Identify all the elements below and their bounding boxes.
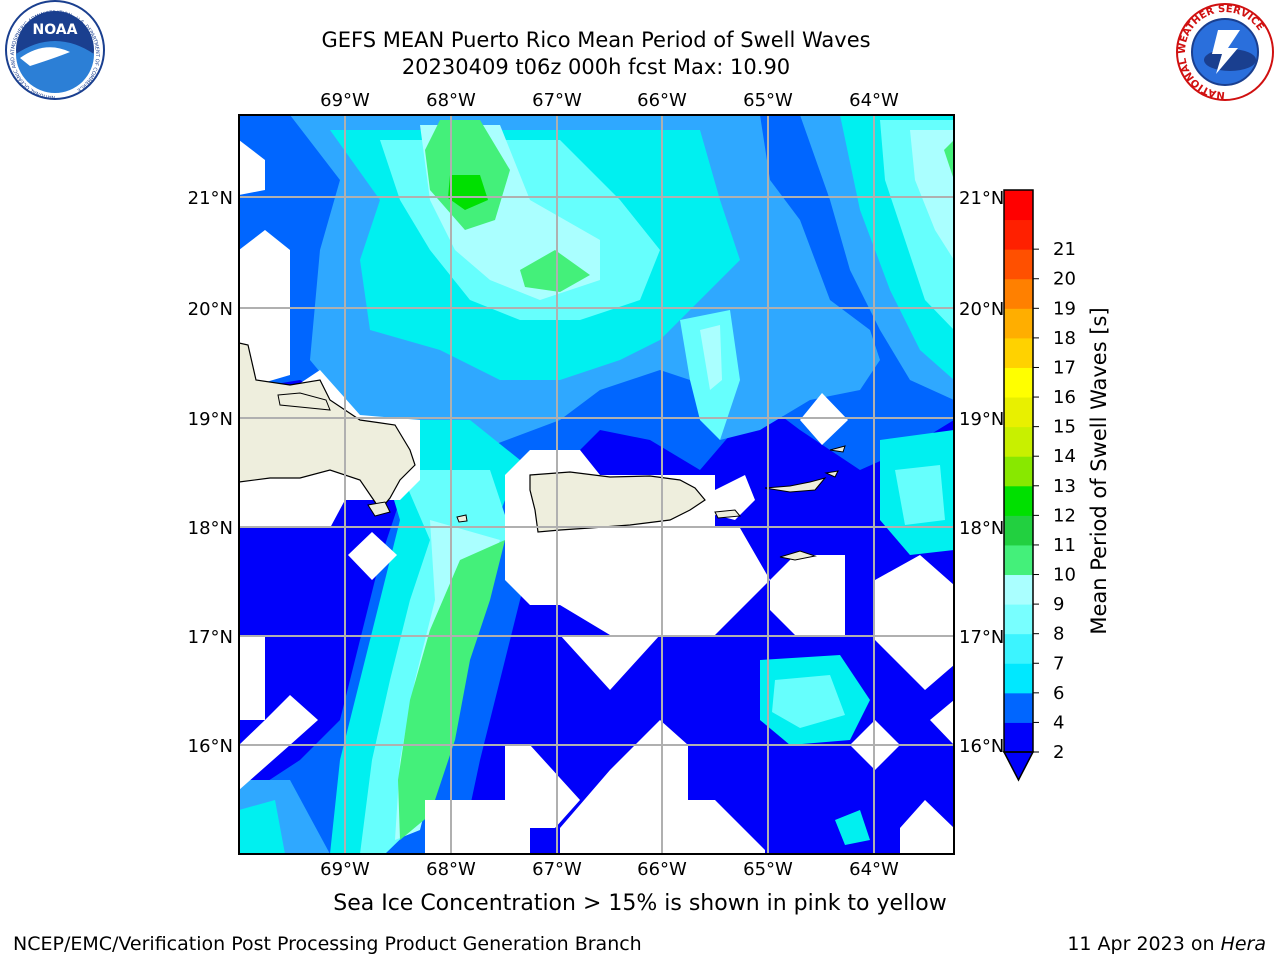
colorbar-segment bbox=[1004, 604, 1033, 635]
lat-label-left: 17°N bbox=[188, 627, 233, 648]
lat-label-right: 16°N bbox=[959, 736, 1004, 757]
colorbar-tick-label: 20 bbox=[1053, 269, 1076, 290]
colorbar-tick-label: 15 bbox=[1053, 417, 1076, 438]
lat-label-right: 19°N bbox=[959, 409, 1004, 430]
colorbar-tick-label: 13 bbox=[1053, 476, 1076, 497]
machine-name: Hera bbox=[1220, 933, 1266, 955]
colorbar-segment bbox=[1004, 249, 1033, 280]
lat-label-right: 17°N bbox=[959, 627, 1004, 648]
colorbar-tick-label: 19 bbox=[1053, 298, 1076, 319]
colorbar-frame bbox=[1003, 189, 1034, 753]
map-subtitle: 20230409 t06z 000h fcst Max: 10.90 bbox=[401, 55, 791, 79]
colorbar-segment bbox=[1004, 278, 1033, 309]
colorbar-segment bbox=[1004, 367, 1033, 398]
lat-label-left: 16°N bbox=[188, 736, 233, 757]
noaa-logo: NOAA NATIONAL OCEANIC AND ATMOSPHERIC AD… bbox=[5, 0, 105, 100]
colorbar-segment bbox=[1004, 190, 1033, 221]
noaa-logo-text: NOAA bbox=[33, 22, 78, 38]
colorbar: 2 4 6 7 8 9 10 11 12 13 14 15 16 17 18 19 20 21 bbox=[1002, 189, 1076, 782]
date-stamp: 11 Apr 2023 on Hera bbox=[1067, 933, 1266, 955]
colorbar-tick-label: 9 bbox=[1053, 594, 1064, 615]
lat-label-left: 19°N bbox=[188, 409, 233, 430]
colorbar-tick-label: 16 bbox=[1053, 387, 1076, 408]
colorbar-extend-arrow bbox=[1002, 751, 1035, 782]
lon-label-top: 69°W bbox=[320, 90, 370, 111]
credit-text: NCEP/EMC/Verification Post Processing Pr… bbox=[13, 933, 642, 955]
lat-label-left: 20°N bbox=[188, 299, 233, 320]
colorbar-label: Mean Period of Swell Waves [s] bbox=[1087, 307, 1111, 634]
colorbar-tick-label: 17 bbox=[1053, 357, 1076, 378]
date-text: 11 Apr 2023 on bbox=[1067, 933, 1221, 955]
lon-label-top: 64°W bbox=[849, 90, 899, 111]
colorbar-segment bbox=[1004, 426, 1033, 457]
nws-logo: NATIONAL WEATHER SERVICE bbox=[1176, 3, 1274, 101]
colorbar-tick-label: 14 bbox=[1053, 446, 1076, 467]
lon-label-bottom: 69°W bbox=[320, 859, 370, 880]
swell-period-field bbox=[239, 115, 954, 854]
colorbar-tick-label: 12 bbox=[1053, 505, 1076, 526]
colorbar-tick-label: 10 bbox=[1053, 565, 1076, 586]
colorbar-segment bbox=[1004, 397, 1033, 428]
colorbar-segment bbox=[1004, 219, 1033, 250]
lon-label-bottom: 65°W bbox=[743, 859, 793, 880]
colorbar-tick-label: 18 bbox=[1053, 328, 1076, 349]
colorbar-tick-label: 4 bbox=[1053, 712, 1064, 733]
colorbar-segment bbox=[1004, 515, 1033, 546]
colorbar-tick-label: 2 bbox=[1053, 742, 1064, 763]
colorbar-segment bbox=[1004, 485, 1033, 516]
sea-ice-note: Sea Ice Concentration > 15% is shown in … bbox=[333, 891, 947, 916]
colorbar-tick-label: 11 bbox=[1053, 535, 1076, 556]
lon-label-top: 67°W bbox=[532, 90, 582, 111]
colorbar-segment bbox=[1004, 692, 1033, 723]
colorbar-tick-label: 21 bbox=[1053, 239, 1076, 260]
lon-label-bottom: 66°W bbox=[637, 859, 687, 880]
lat-label-left: 18°N bbox=[188, 518, 233, 539]
lon-label-bottom: 67°W bbox=[532, 859, 582, 880]
lat-label-left: 21°N bbox=[188, 188, 233, 209]
map-title: GEFS MEAN Puerto Rico Mean Period of Swe… bbox=[321, 28, 871, 52]
colorbar-tick-label: 7 bbox=[1053, 653, 1064, 674]
colorbar-segment bbox=[1004, 456, 1033, 487]
lon-label-bottom: 64°W bbox=[849, 859, 899, 880]
map-frame bbox=[238, 114, 955, 855]
lon-label-top: 65°W bbox=[743, 90, 793, 111]
graticule bbox=[239, 115, 954, 854]
colorbar-tick-label: 6 bbox=[1053, 683, 1064, 704]
colorbar-segment bbox=[1004, 337, 1033, 368]
hispaniola-land bbox=[239, 342, 416, 512]
colorbar-segment bbox=[1004, 722, 1033, 753]
lat-label-right: 18°N bbox=[959, 518, 1004, 539]
colorbar-segment bbox=[1004, 633, 1033, 664]
colorbar-segment bbox=[1004, 663, 1033, 694]
colorbar-segment bbox=[1004, 574, 1033, 605]
colorbar-segment bbox=[1004, 308, 1033, 339]
lon-label-top: 68°W bbox=[426, 90, 476, 111]
colorbar-tick-label: 8 bbox=[1053, 624, 1064, 645]
lat-label-right: 20°N bbox=[959, 299, 1004, 320]
lon-label-top: 66°W bbox=[637, 90, 687, 111]
lon-label-bottom: 68°W bbox=[426, 859, 476, 880]
lat-label-right: 21°N bbox=[959, 188, 1004, 209]
colorbar-segment bbox=[1004, 544, 1033, 576]
